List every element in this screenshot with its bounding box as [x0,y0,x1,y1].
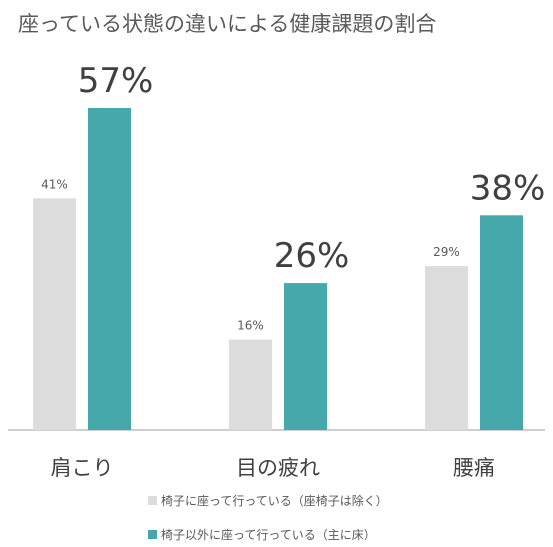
bar-back-chair [425,266,468,430]
value-label-shoulder-chair: 41% [41,177,68,191]
bar-back-floor [480,215,523,430]
legend-item-floor: 椅子以外に座って行っている（主に床） [148,526,376,543]
legend-label-chair: 椅子に座って行っている（座椅子は除く） [161,494,388,508]
chart-title: 座っている状態の違いによる健康課題の割合 [18,12,437,36]
legend-swatch-chair [148,496,157,505]
category-label-back: 腰痛 [453,456,495,480]
value-label-back-chair: 29% [433,245,460,259]
bar-shoulder-chair [33,198,76,430]
legend-swatch-floor [148,530,157,539]
value-label-eye-floor: 26% [274,236,350,276]
value-label-shoulder-floor: 57% [78,61,154,101]
legend-item-chair: 椅子に座って行っている（座椅子は除く） [148,492,388,509]
bar-shoulder-floor [88,107,131,430]
category-label-eye: 目の疲れ [236,456,320,480]
legend-label-floor: 椅子以外に座って行っている（主に床） [161,528,376,542]
value-label-back-floor: 38% [470,168,546,208]
category-label-shoulder: 肩こり [51,456,114,480]
bar-eye-floor [284,283,327,430]
bar-eye-chair [229,339,272,430]
value-label-eye-chair: 16% [237,319,264,333]
